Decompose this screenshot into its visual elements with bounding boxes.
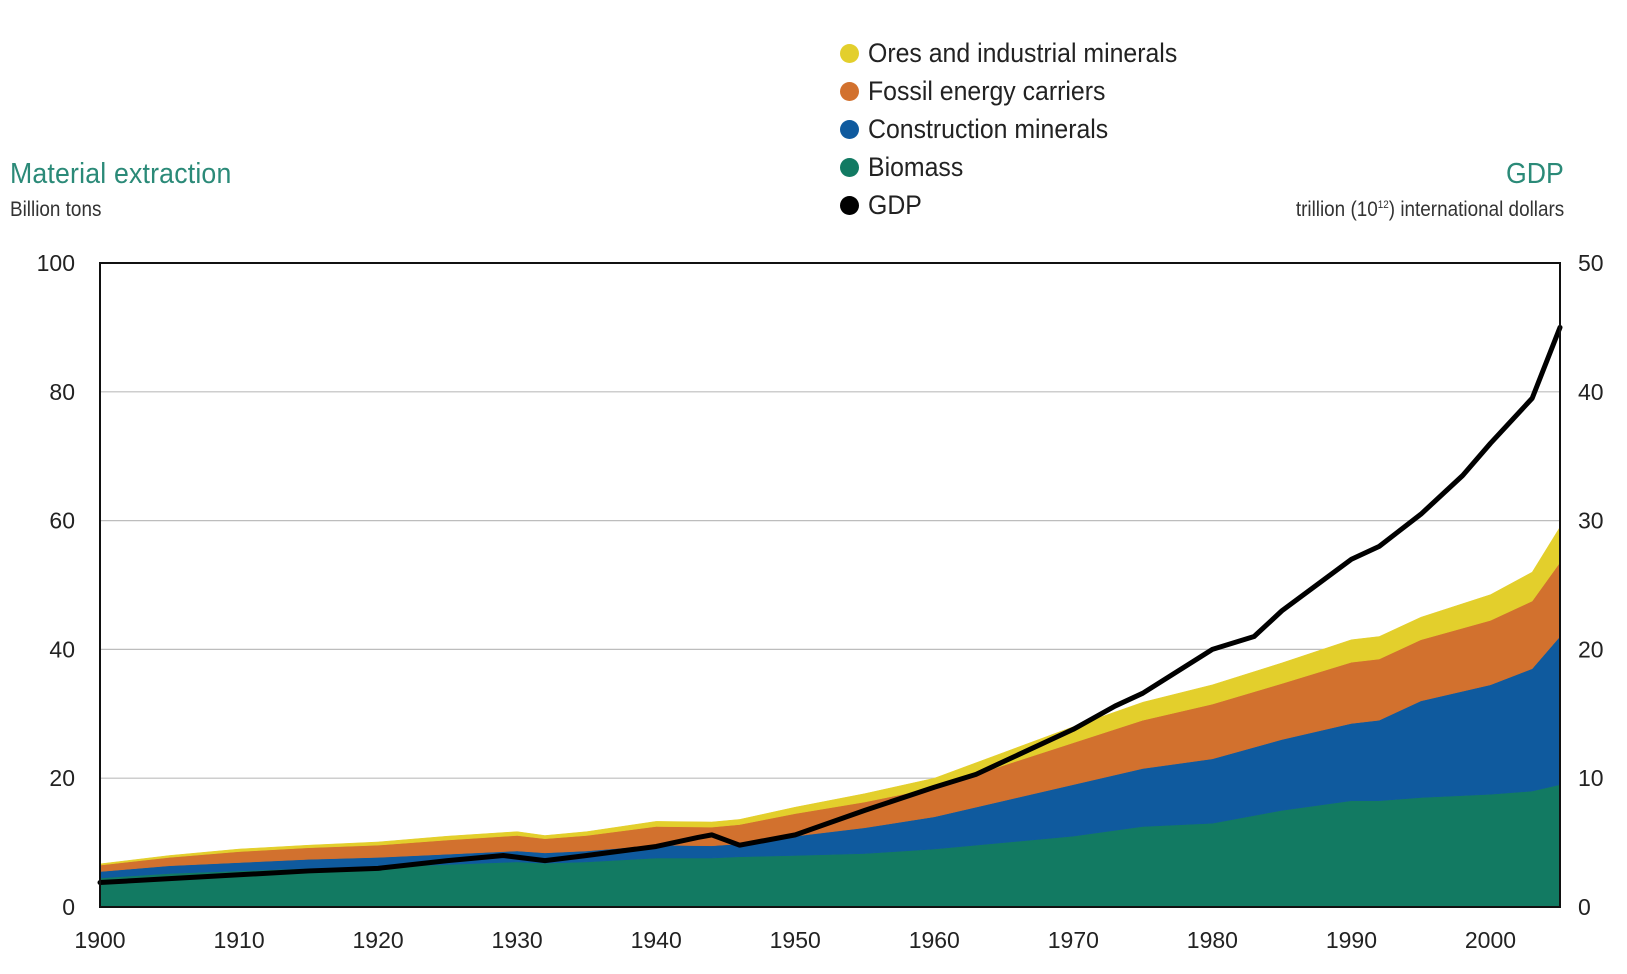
left-axis-unit: Billion tons: [10, 198, 102, 221]
left-axis-title: Material extraction: [10, 158, 232, 190]
right-tick-label: 20: [1578, 636, 1604, 662]
x-tick-label: 1910: [213, 927, 264, 953]
right-tick-label: 30: [1578, 508, 1604, 534]
legend-label-ores: Ores and industrial minerals: [868, 37, 1178, 68]
right-axis-unit: trillion (1012) international dollars: [1296, 198, 1564, 222]
legend-item-biomass: Biomass: [840, 148, 1204, 186]
x-tick-label: 1980: [1187, 927, 1238, 953]
legend-label-biomass: Biomass: [868, 151, 964, 182]
legend-item-construction: Construction minerals: [840, 110, 1204, 148]
left-tick-label: 60: [49, 508, 75, 534]
legend-label-gdp: GDP: [868, 189, 922, 220]
legend-swatch-fossil: [840, 81, 859, 101]
right-tick-label: 50: [1578, 250, 1604, 276]
left-tick-label: 100: [37, 250, 75, 276]
line-layer: [97, 324, 1563, 886]
right-axis-unit-suffix: ) international dollars: [1388, 198, 1564, 221]
right-tick-label: 10: [1578, 765, 1604, 791]
left-tick-label: 80: [49, 379, 75, 405]
plot-frame: [99, 262, 1561, 908]
gdp-line: [97, 324, 1563, 886]
right-axis-title: GDP: [1506, 158, 1564, 190]
right-tick-label: 0: [1578, 894, 1591, 920]
x-tick-label: 2000: [1465, 927, 1516, 953]
chart-legend: Ores and industrial minerals Fossil ener…: [840, 34, 1204, 224]
legend-swatch-gdp: [840, 195, 859, 215]
x-tick-label: 1960: [909, 927, 960, 953]
x-tick-label: 1940: [631, 927, 682, 953]
area-layer: [99, 526, 1561, 908]
legend-label-fossil: Fossil energy carriers: [868, 75, 1106, 106]
x-tick-label: 1920: [353, 927, 404, 953]
x-tick-label: 1950: [770, 927, 821, 953]
left-tick-label: 40: [49, 636, 75, 662]
legend-swatch-construction: [840, 119, 859, 139]
right-axis-unit-exponent: 12: [1377, 199, 1389, 211]
legend-swatch-ores: [840, 43, 859, 63]
x-tick-label: 1930: [492, 927, 543, 953]
legend-item-fossil: Fossil energy carriers: [840, 72, 1204, 110]
legend-item-ores: Ores and industrial minerals: [840, 34, 1204, 72]
legend-swatch-biomass: [840, 157, 859, 177]
legend-item-gdp: GDP: [840, 186, 1204, 224]
legend-label-construction: Construction minerals: [868, 113, 1109, 144]
x-tick-label: 1970: [1048, 927, 1099, 953]
right-tick-label: 40: [1578, 379, 1604, 405]
right-axis-unit-prefix: trillion (10: [1295, 198, 1378, 221]
left-tick-label: 0: [62, 894, 75, 920]
left-tick-label: 20: [49, 765, 75, 791]
x-tick-label: 1900: [74, 927, 125, 953]
tick-layer: 0 20 40 60 80 100 0 10 20 30 40 50 1900 1910 1920 1930 1…: [37, 250, 1604, 953]
x-tick-label: 1990: [1326, 927, 1377, 953]
